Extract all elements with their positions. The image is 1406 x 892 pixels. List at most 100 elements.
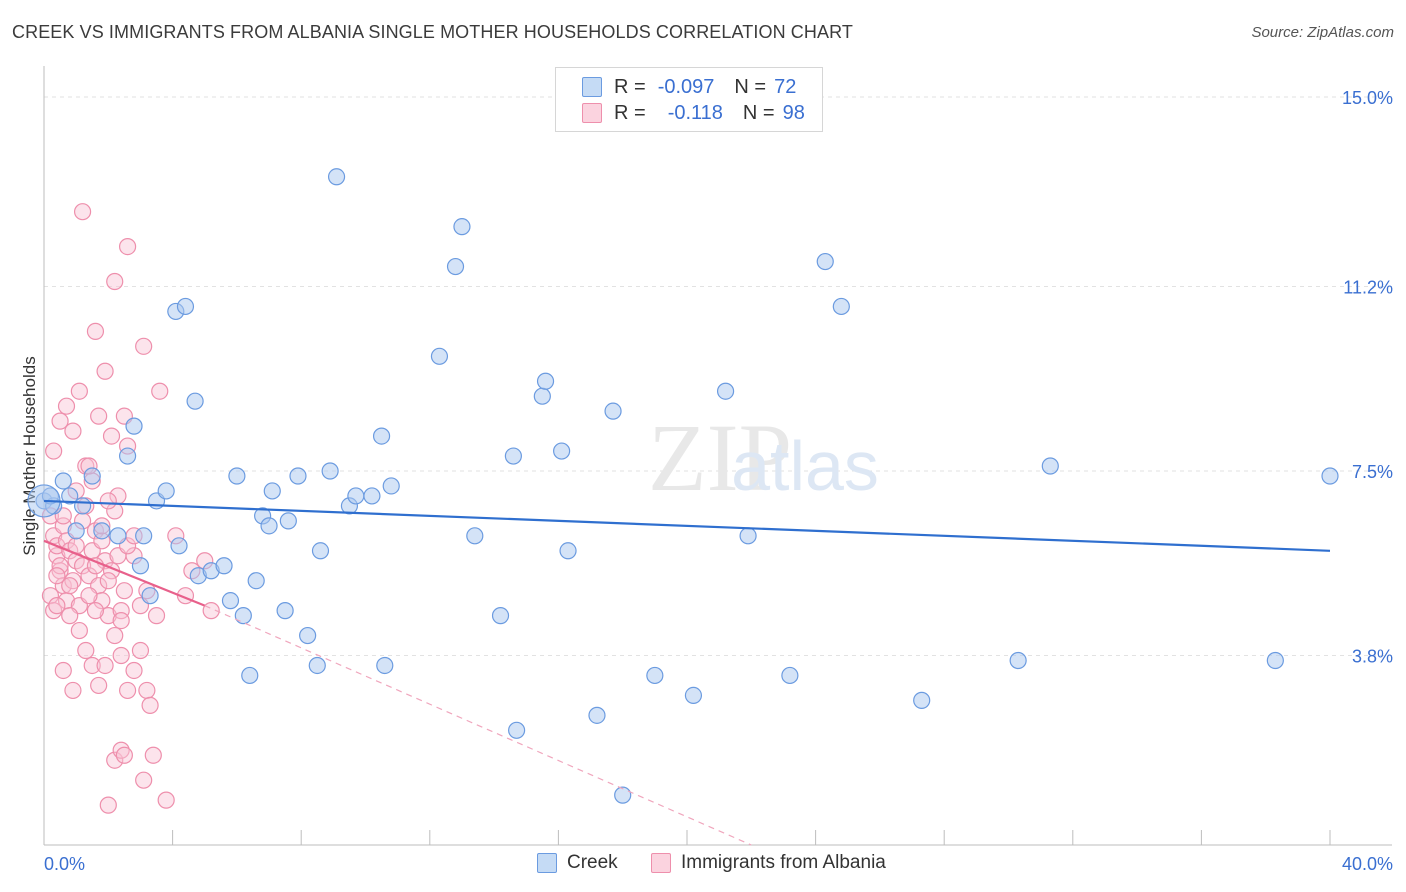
data-point-albania — [157, 791, 175, 809]
data-point-creek — [73, 497, 92, 515]
data-point-creek — [93, 522, 111, 540]
x-tick-label: 40.0% — [1342, 854, 1393, 874]
data-point-creek — [260, 517, 278, 535]
data-point-creek — [559, 542, 577, 560]
data-point-albania — [106, 272, 124, 291]
data-point-creek — [247, 572, 265, 590]
bottom-legend-creek[interactable]: Creek — [537, 852, 618, 874]
data-point-albania — [115, 746, 133, 764]
data-point-creek — [614, 786, 632, 804]
data-point-creek — [588, 706, 606, 724]
data-point-creek — [816, 252, 834, 271]
data-point-creek — [446, 257, 465, 276]
data-point-creek — [504, 447, 522, 465]
data-point-creek — [466, 527, 484, 545]
data-point-albania — [131, 641, 150, 660]
data-point-creek — [453, 218, 471, 236]
trend-lines — [43, 499, 1331, 846]
data-point-creek — [215, 557, 233, 575]
data-point-albania — [54, 661, 72, 680]
bottom-legend-albania[interactable]: Immigrants from Albania — [651, 852, 886, 874]
legend-row-albania: R = -0.118 N = 98 — [582, 100, 805, 126]
trend-line-albania-extension — [204, 605, 752, 846]
data-point-creek — [1321, 467, 1339, 485]
data-point-albania — [64, 681, 82, 700]
data-point-creek — [228, 467, 246, 485]
data-point-creek — [491, 607, 510, 625]
data-point-albania — [135, 337, 153, 355]
data-point-albania — [112, 646, 130, 665]
data-point-albania — [90, 407, 108, 425]
data-point-creek — [308, 656, 326, 675]
data-point-creek — [684, 686, 703, 705]
data-point-creek — [83, 467, 101, 485]
data-point-creek — [186, 392, 204, 410]
data-point-creek — [536, 372, 555, 390]
grid-lines — [44, 96, 1392, 657]
data-point-albania — [106, 751, 124, 769]
y-tick-label: 7.5% — [1352, 462, 1393, 482]
data-point-creek — [157, 482, 175, 500]
legend-row-creek: R = -0.097 N = 72 — [582, 74, 796, 100]
bottom-legend-label: Immigrants from Albania — [681, 852, 886, 873]
data-point-albania — [73, 203, 92, 221]
legend-r-label: R = — [614, 101, 646, 124]
data-point-albania — [102, 427, 121, 445]
data-point-albania — [147, 607, 166, 625]
data-point-albania — [61, 607, 79, 625]
bottom-legend: Creek Immigrants from Albania — [0, 852, 1406, 878]
y-tick-label: 15.0% — [1342, 88, 1393, 108]
data-point-creek — [363, 487, 381, 505]
data-point-creek — [141, 587, 159, 605]
trend-line-creek — [43, 499, 1331, 552]
data-point-albania — [90, 676, 108, 695]
legend-r-value: -0.097 — [657, 75, 715, 98]
data-point-creek — [289, 467, 307, 485]
data-point-albania — [57, 397, 76, 415]
data-point-albania — [112, 602, 130, 620]
data-point-albania — [45, 442, 63, 460]
legend-swatch-creek — [582, 77, 602, 97]
data-point-creek — [553, 442, 571, 460]
data-point-albania — [64, 422, 82, 440]
data-point-albania — [48, 597, 66, 615]
data-point-albania — [96, 656, 114, 675]
points-immigrants-albania — [41, 203, 220, 814]
data-point-albania — [115, 582, 133, 600]
data-point-creek — [234, 607, 252, 625]
data-point-creek — [67, 522, 85, 540]
trend-line-albania — [43, 539, 206, 607]
legend-r-label: R = — [614, 75, 646, 98]
data-point-albania — [70, 382, 88, 400]
tick-labels: 3.8% 7.5% 11.2% 15.0% 0.0% 40.0% — [44, 88, 1393, 874]
data-point-creek — [241, 666, 259, 685]
data-point-creek — [913, 691, 931, 709]
legend-n-label: N = — [734, 75, 767, 98]
data-point-albania — [112, 741, 130, 759]
data-point-creek — [125, 417, 143, 435]
data-point-creek — [533, 387, 551, 405]
data-point-albania — [99, 572, 117, 590]
x-tick-label: 0.0% — [44, 854, 85, 874]
data-point-creek — [1266, 651, 1284, 670]
data-point-albania — [135, 771, 153, 789]
data-point-creek — [321, 462, 339, 480]
legend-n-label: N = — [742, 101, 775, 124]
data-point-albania — [118, 681, 137, 700]
data-point-creek — [299, 626, 317, 645]
data-point-creek — [263, 482, 281, 500]
data-point-creek — [604, 402, 622, 420]
data-point-albania — [99, 492, 117, 510]
data-point-albania — [118, 238, 137, 256]
data-point-albania — [48, 567, 66, 585]
data-point-creek — [276, 602, 294, 620]
data-point-albania — [112, 611, 130, 630]
legend-swatch-albania — [582, 103, 602, 123]
chart-title: CREEK VS IMMIGRANTS FROM ALBANIA SINGLE … — [12, 22, 853, 42]
data-point-albania — [70, 621, 88, 640]
axes — [43, 66, 1392, 846]
data-point-albania — [99, 796, 117, 814]
data-point-albania — [61, 577, 79, 595]
data-point-albania — [86, 322, 105, 340]
